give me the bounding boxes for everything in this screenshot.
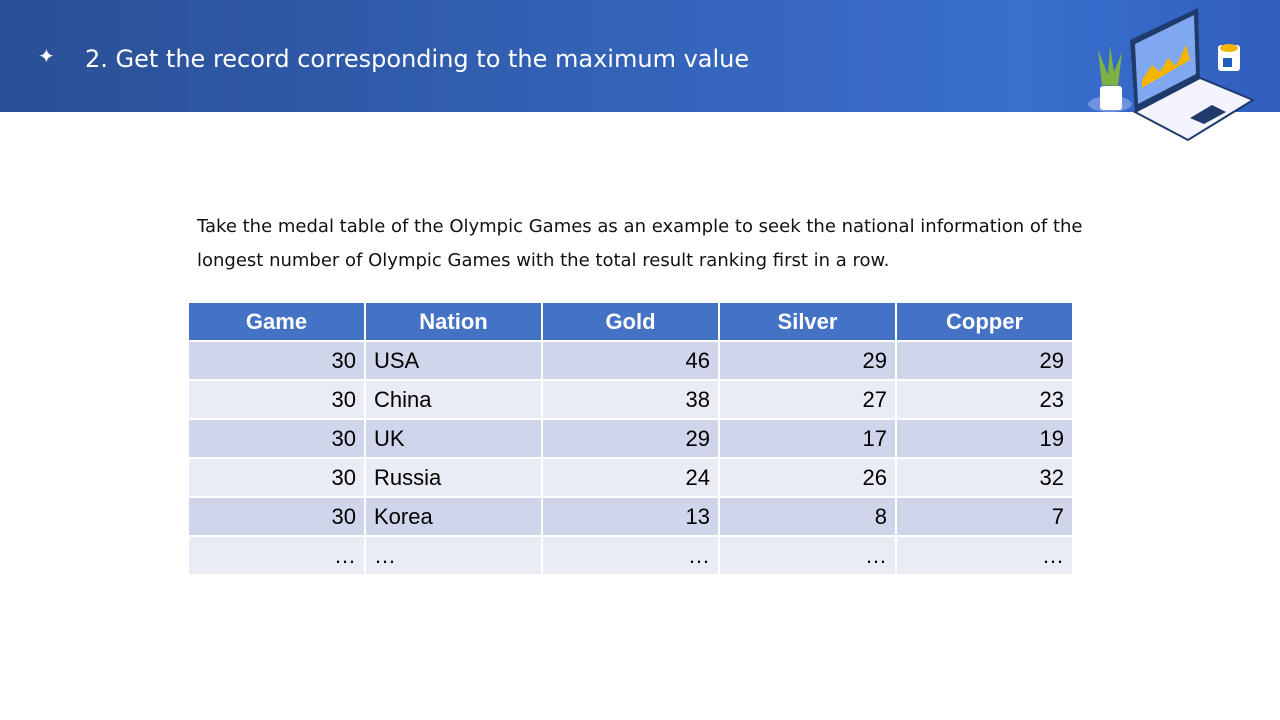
table-cell: 30 — [187, 340, 366, 381]
table-cell: 7 — [895, 496, 1074, 537]
table-cell: … — [718, 535, 897, 576]
table-cell: 30 — [187, 379, 366, 420]
table-cell: 27 — [718, 379, 897, 420]
table-row: 30 China 38 27 23 — [187, 379, 1074, 420]
table-cell: 8 — [718, 496, 897, 537]
table-cell: 29 — [541, 418, 720, 459]
table-cell: UK — [364, 418, 543, 459]
column-header: Silver — [718, 301, 897, 342]
table-cell: Russia — [364, 457, 543, 498]
table-cell: 46 — [541, 340, 720, 381]
table-cell: USA — [364, 340, 543, 381]
table-cell: 38 — [541, 379, 720, 420]
sparkle-icon: ✦ — [38, 44, 55, 68]
table-cell: … — [364, 535, 543, 576]
table-cell: 13 — [541, 496, 720, 537]
slide-title: 2. Get the record corresponding to the m… — [85, 45, 750, 73]
table-cell: 24 — [541, 457, 720, 498]
column-header: Copper — [895, 301, 1074, 342]
table-cell: 23 — [895, 379, 1074, 420]
table-row: 30 USA 46 29 29 — [187, 340, 1074, 381]
table-cell: Korea — [364, 496, 543, 537]
table-row: 30 Korea 13 8 7 — [187, 496, 1074, 537]
laptop-illustration-icon — [1088, 8, 1256, 142]
table-cell: 26 — [718, 457, 897, 498]
table-cell: 30 — [187, 418, 366, 459]
table-row: …………… — [187, 535, 1074, 576]
table-cell: … — [541, 535, 720, 576]
column-header: Nation — [364, 301, 543, 342]
table-cell: 30 — [187, 496, 366, 537]
description-text: Take the medal table of the Olympic Game… — [197, 216, 1083, 271]
table-row: 30 Russia 24 26 32 — [187, 457, 1074, 498]
table-cell: 19 — [895, 418, 1074, 459]
table-row: 30 UK 29 17 19 — [187, 418, 1074, 459]
table-cell: China — [364, 379, 543, 420]
table-cell: 32 — [895, 457, 1074, 498]
table-cell: … — [187, 535, 366, 576]
table-cell: 29 — [895, 340, 1074, 381]
column-header: Game — [187, 301, 366, 342]
medal-table: Game Nation Gold Silver Copper 30 USA 46 29… — [187, 301, 1074, 576]
table-cell: 29 — [718, 340, 897, 381]
table-header-row: Game Nation Gold Silver Copper — [187, 301, 1074, 342]
table-cell: 17 — [718, 418, 897, 459]
table-cell: 30 — [187, 457, 366, 498]
table-cell: … — [895, 535, 1074, 576]
column-header: Gold — [541, 301, 720, 342]
header-banner — [0, 0, 1280, 112]
